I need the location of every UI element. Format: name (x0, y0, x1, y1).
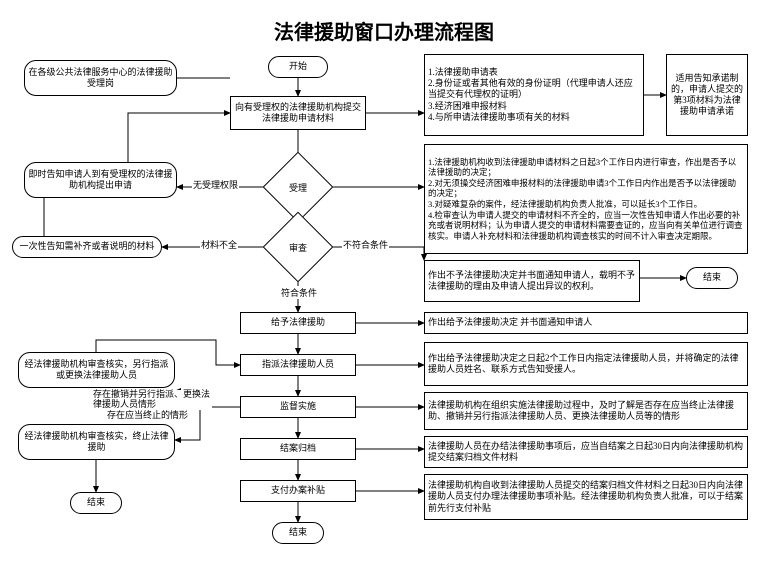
end-node-left: 结束 (70, 492, 122, 514)
lbl-pass: 符合条件 (280, 286, 318, 299)
grant-detail-box: 作出给予法律援助决定 并书面通知申请人 (424, 312, 748, 334)
accept-detail-box: 1.法律援助机构收到法律援助申请材料之日起3个工作日内进行审查，作出是否予以法律… (424, 144, 748, 254)
inform-org-box: 即时告知申请人到有受理权的法律援助机构提出申请 (24, 162, 177, 198)
lbl-reassign-case: 存在撤销并另行指派、更换法律援助人员情形 (92, 390, 212, 410)
lbl-no-jurisdiction: 无受理权限 (192, 178, 239, 191)
materials-text: 1.法律援助申请表 2.身份证或者其他有效的身份证明（代理申请人还应当提交有代理… (428, 67, 640, 123)
start-node: 开始 (268, 56, 328, 78)
assign-box: 指派法律援助人员 (240, 354, 356, 376)
end-node-bottom: 结束 (272, 522, 324, 544)
lbl-terminate-case: 存在应当终止的情形 (106, 408, 189, 421)
lbl-fail: 不符合条件 (342, 238, 389, 251)
supplement-box: 一次性告知需补齐或者说明的材料 (12, 236, 162, 258)
reassign-box: 经法律援助机构审查核实，另行指派或更换法律援助人员 (18, 352, 175, 388)
subsidy-box: 支付办案补贴 (240, 480, 356, 502)
commitment-box: 适用告知承诺制的，申请人提交的第3项材料为法律援助申请承诺 (666, 54, 748, 136)
accept-diamond: 受理 (273, 162, 323, 212)
accept-label: 受理 (289, 181, 307, 194)
submit-box: 向有受理权的法律援助机构提交法律援助申请材料 (230, 96, 366, 130)
archive-box: 结案归档 (240, 438, 356, 460)
assign-detail-box: 作出给予法律援助决定之日起2个工作日内指定法律援助人员，并将确定的法律援助人员姓… (424, 342, 748, 386)
accept-detail-text: 1.法律援助机构收到法律援助申请材料之日起3个工作日内进行审查，作出是否予以法律… (428, 157, 744, 242)
end-node-right: 结束 (686, 267, 738, 289)
terminate-box: 经法律援助机构审查核实，终止法律援助 (18, 424, 175, 460)
reception-box: 在各级公共法律服务中心的法律援助受理岗 (24, 60, 177, 96)
lbl-incomplete: 材料不全 (200, 238, 238, 251)
subsidy-detail-box: 法律援助机构自收到法律援助人员提交的结案归档文件材料之日起30日内向法律援助人员… (424, 474, 748, 520)
page-title: 法律援助窗口办理流程图 (0, 16, 768, 45)
review-diamond: 审查 (273, 222, 323, 272)
archive-detail-box: 法律援助人员在办结法律援助事项后，应当自结案之日起30日内向法律援助机构提交结案… (424, 436, 748, 468)
grant-box: 给予法律援助 (240, 312, 356, 334)
supervise-box: 监督实施 (240, 396, 356, 418)
deny-box: 作出不予法律援助决定并书面通知申请人，载明不予法律援助的理由及申请人提出异议的权… (424, 260, 640, 302)
review-label: 审查 (289, 241, 307, 254)
supervise-detail-box: 法律援助机构在组织实施法律援助过程中，及时了解是否存在应当终止法律援助、撤销并另… (424, 392, 748, 430)
materials-box: 1.法律援助申请表 2.身份证或者其他有效的身份证明（代理申请人还应当提交有代理… (424, 54, 644, 136)
